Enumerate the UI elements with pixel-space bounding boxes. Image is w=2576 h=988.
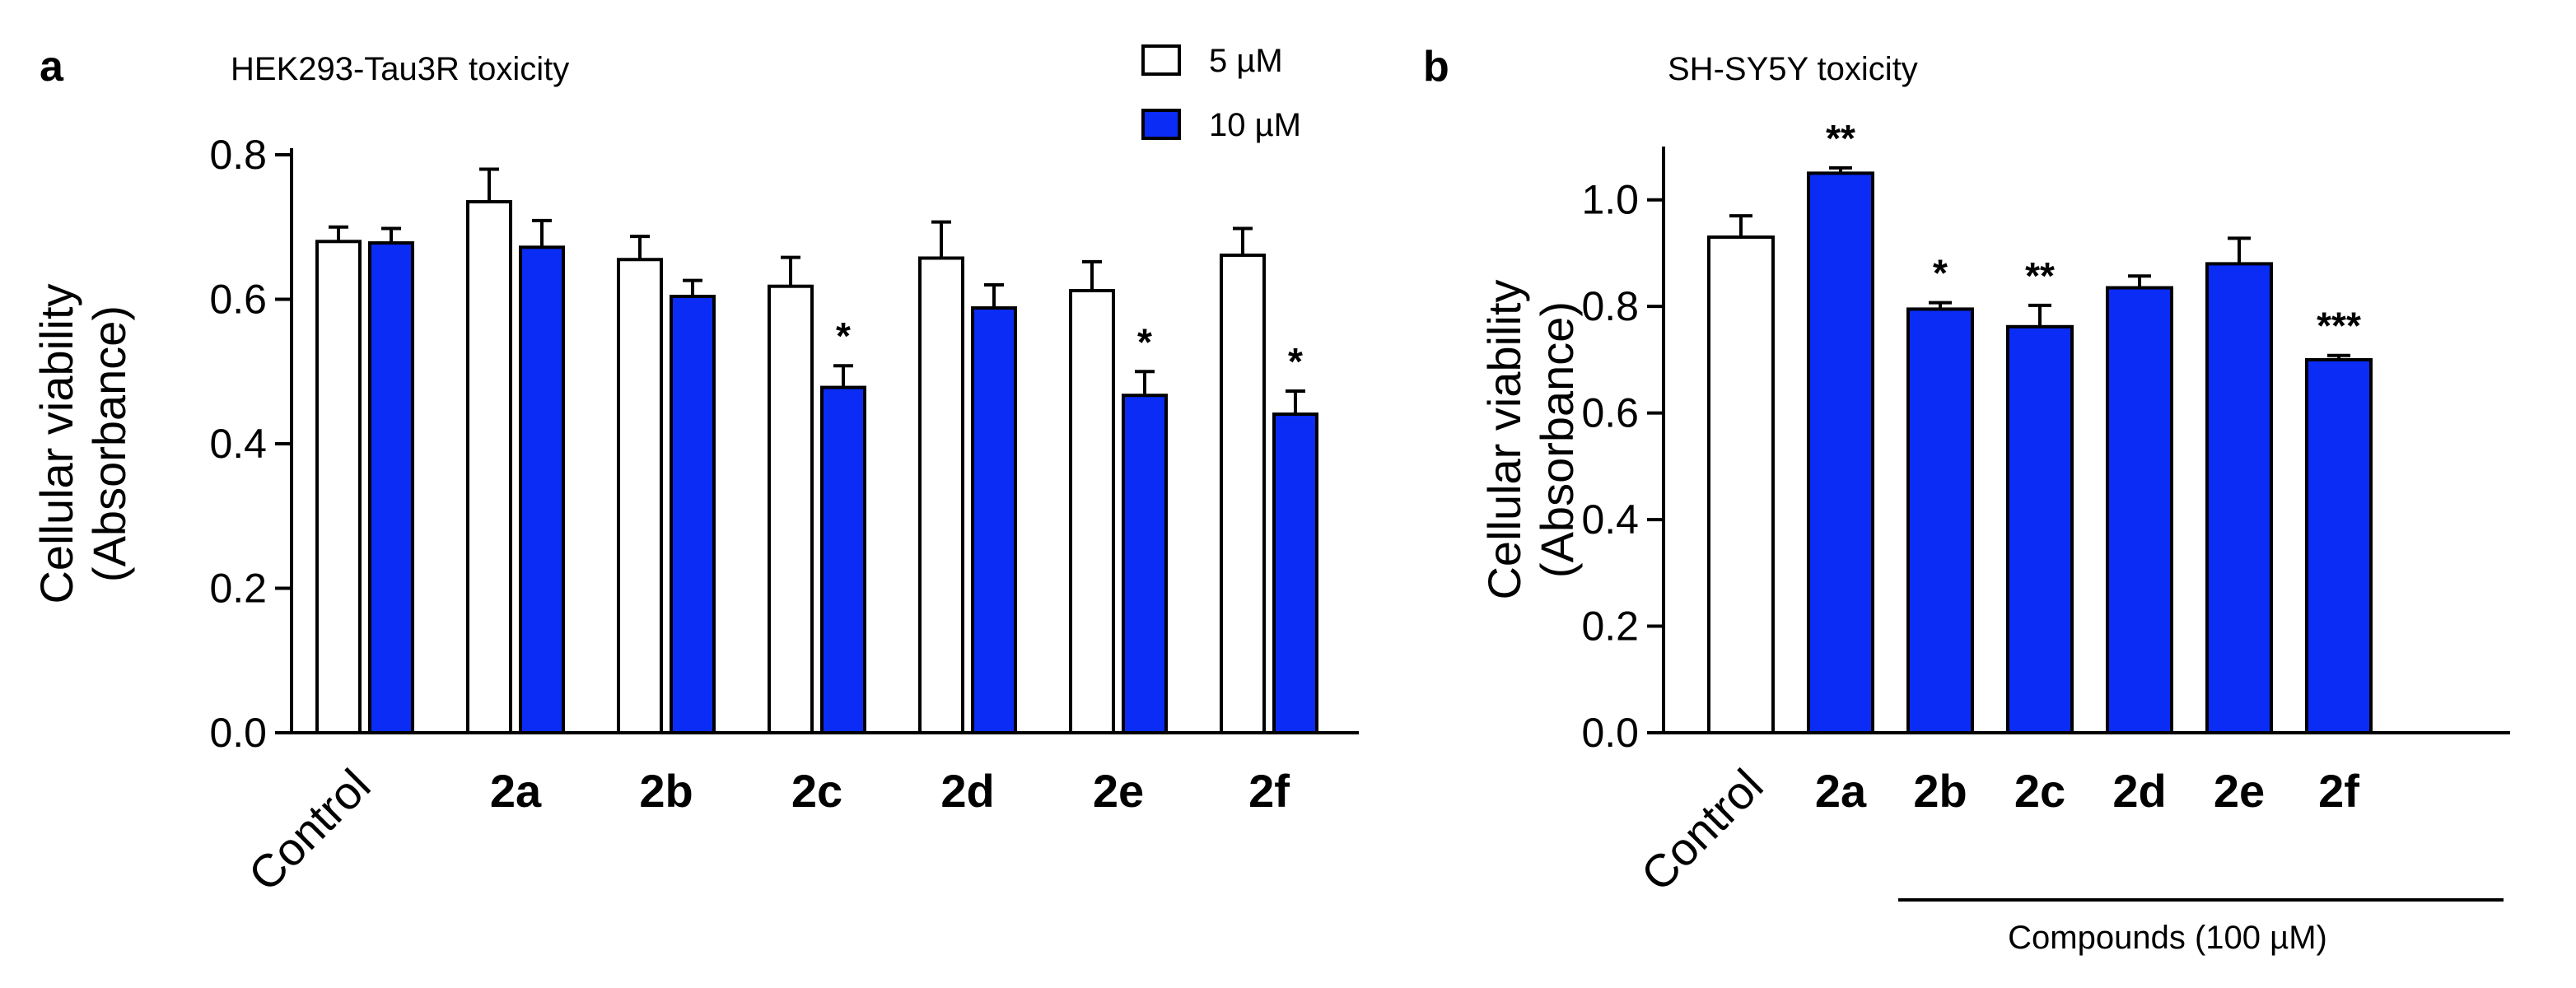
panel-b-bar — [1707, 235, 1775, 734]
panel-a-bar — [617, 258, 663, 734]
panel-b-significance-marker: * — [1933, 252, 1948, 295]
panel-a-category-label: 2f — [1248, 765, 1290, 817]
panel-a-ytick-label: 0.6 — [209, 277, 267, 323]
panel-a-legend-label: 5 µM — [1209, 43, 1283, 79]
panel-b-y-axis-label: Cellular viability(Absorbance) — [1478, 279, 1583, 599]
panel-a-bar — [368, 241, 414, 734]
panel-b-ytick-label: 0.0 — [1581, 710, 1639, 756]
panel-b-ytick-label: 0.2 — [1581, 604, 1639, 650]
panel-a-bar — [1122, 394, 1168, 734]
panel-a-bar — [1272, 412, 1318, 734]
panel-b-category-label: 2e — [2214, 765, 2265, 817]
panel-b-bar — [2106, 286, 2173, 734]
panel-a-legend-swatch — [1141, 44, 1181, 76]
panel-b-title: SH-SY5Y toxicity — [1668, 51, 1918, 87]
panel-a-chart: HEK293-Tau3R toxicity 0.0 0.2 0.4 0.6 0.8 Cell… — [30, 43, 1359, 901]
panel-b-chart: SH-SY5Y toxicity 0.0 0.2 0.4 0.6 0.8 1.0 Cellul… — [1478, 51, 2510, 956]
panel-a-significance-marker: * — [1288, 340, 1303, 383]
panel-b-ytick-label: 0.6 — [1581, 390, 1639, 436]
panel-a-bar — [1220, 253, 1266, 735]
panel-b-ytick-label: 0.4 — [1581, 496, 1639, 543]
panel-a-bar — [1069, 288, 1115, 735]
panel-b-y-axis-label-line1: Cellular viability — [1478, 279, 1530, 599]
panel-b-significance-marker: ** — [2025, 254, 2055, 297]
panel-a-category-label: 2d — [940, 765, 994, 817]
panel-a-ytick-label: 0.0 — [209, 710, 267, 756]
panel-a-significance-marker: * — [1137, 320, 1152, 363]
panel-a-legend-swatch — [1141, 109, 1181, 140]
panel-b-bar — [2305, 357, 2373, 734]
panel-b-bar — [2006, 324, 2074, 734]
panel-b-y-axis-label-line2: (Absorbance) — [1531, 301, 1583, 578]
panel-b-category-label: 2b — [1913, 765, 1967, 817]
panel-b-category-label: 2c — [2014, 765, 2065, 817]
panel-b-bar — [2205, 262, 2273, 734]
panel-a-y-axis-label-line2: (Absorbance) — [83, 305, 135, 582]
panel-b-category-label: 2a — [1815, 765, 1867, 817]
panel-a-bar — [519, 245, 565, 734]
panel-b-bar — [1807, 171, 1874, 734]
panel-a-title: HEK293-Tau3R toxicity — [231, 51, 569, 87]
panel-a-ytick-label: 0.4 — [209, 421, 267, 467]
panel-a-category-label: Control — [238, 759, 380, 901]
panel-a-bar — [466, 200, 512, 735]
panel-a-bar — [971, 306, 1017, 734]
panel-a-ytick-label: 0.8 — [209, 132, 267, 178]
panel-b-category-label: 2f — [2318, 765, 2359, 817]
panel-a-ytick-label: 0.2 — [209, 566, 267, 612]
panel-a-significance-marker: * — [836, 315, 851, 357]
panel-a-legend-label: 10 µM — [1209, 107, 1301, 143]
panel-b-category-label: 2d — [2112, 765, 2166, 817]
panel-b-label: b — [1423, 43, 1449, 91]
panel-b-x-axis-label: Compounds (100 µM) — [2008, 920, 2327, 956]
panel-a-category-label: 2b — [639, 765, 693, 817]
panel-b-ytick-label: 1.0 — [1581, 177, 1639, 223]
panel-b-significance-marker: *** — [2317, 305, 2361, 347]
panel-b-bar — [1906, 307, 1974, 735]
panel-a-category-label: 2c — [791, 765, 842, 817]
panel-a-category-label: 2a — [490, 765, 542, 817]
panel-a-bar — [315, 240, 362, 734]
panel-a-y-axis-label-line1: Cellular viability — [30, 283, 82, 604]
panel-a-label: a — [40, 43, 64, 91]
panel-a-y-axis-label: Cellular viability(Absorbance) — [30, 283, 135, 604]
panel-b-significance-marker: ** — [1826, 117, 1855, 160]
panel-a-bar — [820, 385, 866, 734]
panel-b-ytick-label: 0.8 — [1581, 283, 1639, 329]
panel-a-bar — [670, 294, 716, 734]
panel-a-category-label: 2e — [1093, 765, 1144, 817]
panel-a-bar — [918, 256, 964, 735]
panel-b-category-label: Control — [1631, 759, 1772, 901]
panel-a-bar — [768, 284, 814, 734]
